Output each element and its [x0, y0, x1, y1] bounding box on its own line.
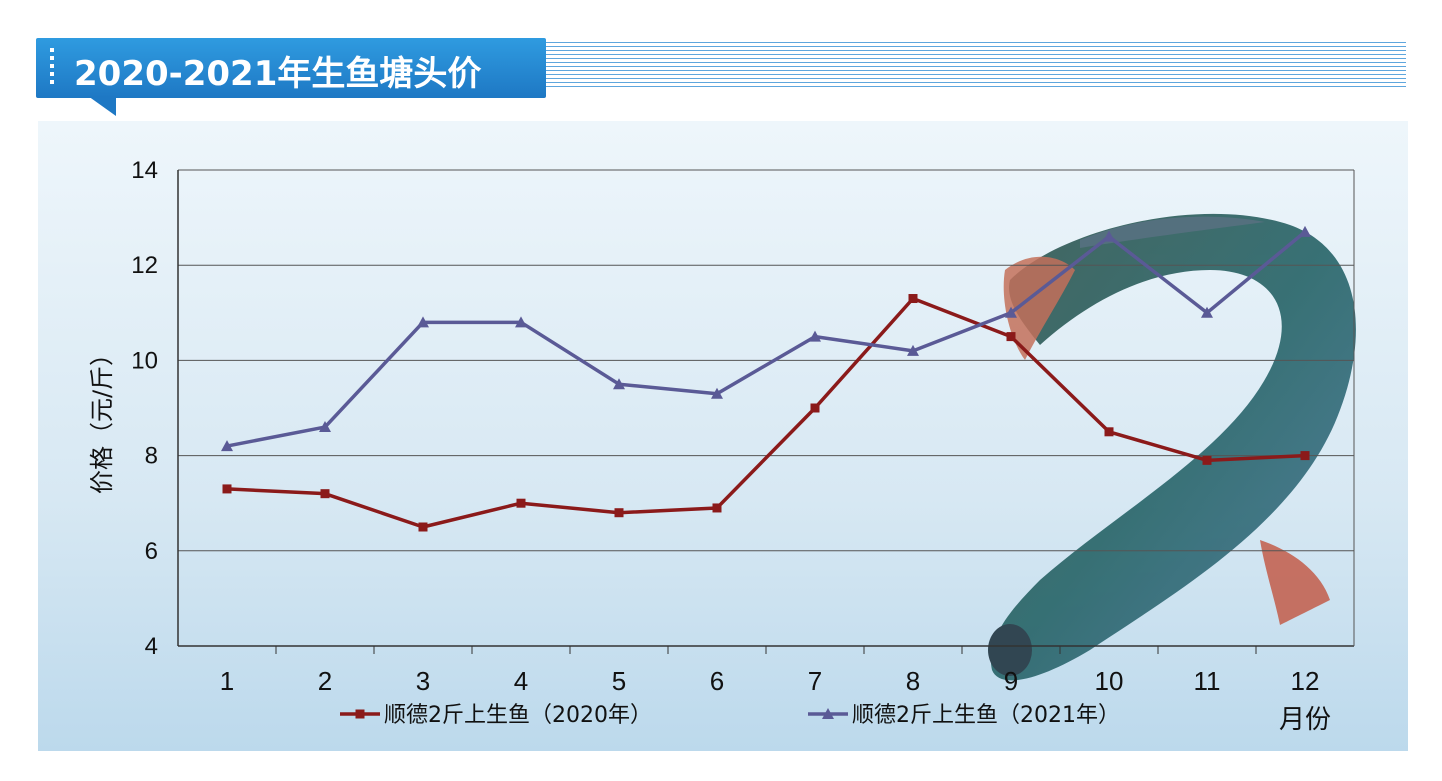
- data-point: [1006, 332, 1016, 342]
- x-tick-label: 3: [416, 666, 430, 696]
- x-tick-label: 6: [710, 666, 724, 696]
- title-banner-notch: [88, 96, 116, 116]
- y-tick-label: 6: [145, 538, 158, 565]
- legend-label: 顺德2斤上生鱼（2020年）: [384, 703, 652, 728]
- data-point: [515, 316, 527, 328]
- title-banner: 2020-2021年生鱼塘头价: [36, 38, 546, 98]
- data-point: [417, 316, 429, 328]
- y-tick-label: 8: [145, 443, 158, 470]
- title-dotted-marker: [50, 48, 54, 88]
- legend-marker: [355, 709, 365, 719]
- x-tick-label: 9: [1004, 666, 1018, 696]
- data-point: [320, 489, 330, 499]
- legend-label: 顺德2斤上生鱼（2021年）: [852, 703, 1120, 728]
- data-point: [712, 503, 722, 513]
- axes: [177, 170, 1355, 654]
- y-axis-title: 价格（元/斤）: [88, 342, 116, 494]
- data-point: [1202, 455, 1212, 465]
- snakehead-fish-illustration: [988, 213, 1356, 681]
- data-point: [1201, 306, 1213, 318]
- legend-marker: [822, 708, 834, 719]
- data-point: [614, 508, 624, 518]
- header-stripes: [546, 42, 1406, 90]
- x-tick-label: 5: [612, 666, 626, 696]
- y-tick-label: 12: [131, 252, 158, 279]
- y-tick-label: 4: [145, 633, 158, 660]
- data-point: [222, 484, 232, 494]
- data-point: [1300, 451, 1310, 461]
- data-point: [221, 440, 233, 452]
- series-layer: [221, 225, 1311, 532]
- data-point: [418, 522, 428, 532]
- x-tick-label: 12: [1291, 666, 1320, 696]
- legend: 顺德2斤上生鱼（2020年） 顺德2斤上生鱼（2021年）: [340, 703, 1120, 728]
- data-point: [810, 403, 820, 413]
- data-point: [1103, 230, 1115, 242]
- series-line-2: [226, 230, 1307, 448]
- data-point: [516, 498, 526, 508]
- data-point: [908, 294, 918, 304]
- data-point: [809, 330, 821, 342]
- x-tick-label: 1: [220, 666, 234, 696]
- data-point: [1299, 225, 1311, 237]
- data-point: [1104, 427, 1114, 437]
- x-tick-label: 10: [1095, 666, 1124, 696]
- x-tick-label: 8: [906, 666, 920, 696]
- data-point: [319, 421, 331, 433]
- x-tick-label: 2: [318, 666, 332, 696]
- data-point: [613, 378, 625, 390]
- x-axis-title: 月份: [1279, 705, 1331, 735]
- chart-title: 2020-2021年生鱼塘头价: [74, 54, 482, 94]
- series-line-1: [226, 296, 1306, 529]
- data-point: [907, 344, 919, 356]
- x-tick-label: 4: [514, 666, 528, 696]
- data-point: [1005, 306, 1017, 318]
- x-tick-label: 11: [1194, 666, 1221, 696]
- y-tick-label: 14: [131, 157, 158, 184]
- x-tick-label: 7: [808, 666, 822, 696]
- y-tick-label: 10: [131, 347, 158, 374]
- data-point: [711, 387, 723, 399]
